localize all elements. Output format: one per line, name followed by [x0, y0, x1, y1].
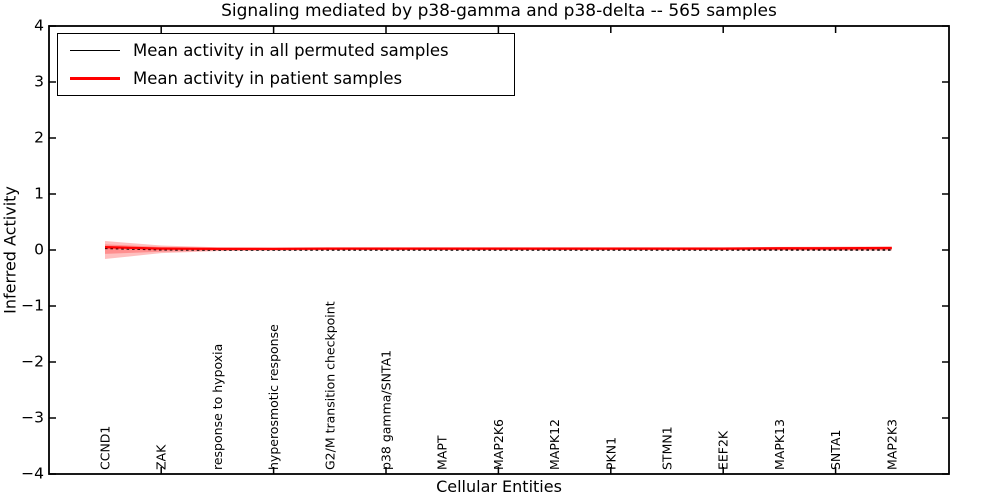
permuted-line-sample-icon [70, 49, 120, 52]
y-tick-label: 3 [34, 72, 44, 91]
y-tick-label: −3 [21, 408, 44, 427]
x-tick-label: SNTA1 [828, 430, 843, 470]
legend-box: Mean activity in all permuted samples Me… [57, 33, 515, 96]
x-tick-label: MAP2K3 [884, 419, 899, 470]
x-tick-label: MAPK12 [547, 419, 562, 470]
x-tick-label: STMN1 [660, 426, 675, 470]
y-tick-label: −4 [21, 464, 44, 483]
y-tick-label: 0 [34, 240, 44, 259]
x-tick-label: ZAK [154, 444, 169, 470]
x-tick-label: CCND1 [98, 426, 113, 470]
x-tick-label: response to hypoxia [210, 344, 225, 470]
patient-line-sample-icon [70, 77, 120, 80]
x-tick-label: hyperosmotic response [266, 324, 281, 470]
y-tick-label: −1 [21, 296, 44, 315]
x-axis-label: Cellular Entities [436, 477, 562, 496]
x-tick-label: MAP2K6 [491, 419, 506, 470]
patient-samples-spread-outer-band [105, 241, 892, 259]
x-tick-label: G2/M transition checkpoint [322, 301, 337, 470]
x-tick-label: MAPT [435, 435, 450, 470]
x-tick-label: MAPK13 [772, 419, 787, 470]
y-tick-label: 4 [34, 16, 44, 35]
y-tick-label: 2 [34, 128, 44, 147]
y-tick-label: 1 [34, 184, 44, 203]
x-tick-label: p38 gamma/SNTA1 [379, 350, 394, 470]
y-tick-label: −2 [21, 352, 44, 371]
chart-title: Signaling mediated by p38-gamma and p38-… [221, 1, 777, 21]
series-line-patient [104, 246, 892, 251]
legend-item-patient: Mean activity in patient samples [58, 69, 514, 88]
x-tick-label: EEF2K [716, 430, 731, 470]
legend-item-label: Mean activity in all permuted samples [133, 41, 449, 60]
legend-item-permuted: Mean activity in all permuted samples [58, 41, 514, 60]
legend-item-label: Mean activity in patient samples [133, 69, 403, 88]
x-tick-label: PKN1 [603, 437, 618, 470]
